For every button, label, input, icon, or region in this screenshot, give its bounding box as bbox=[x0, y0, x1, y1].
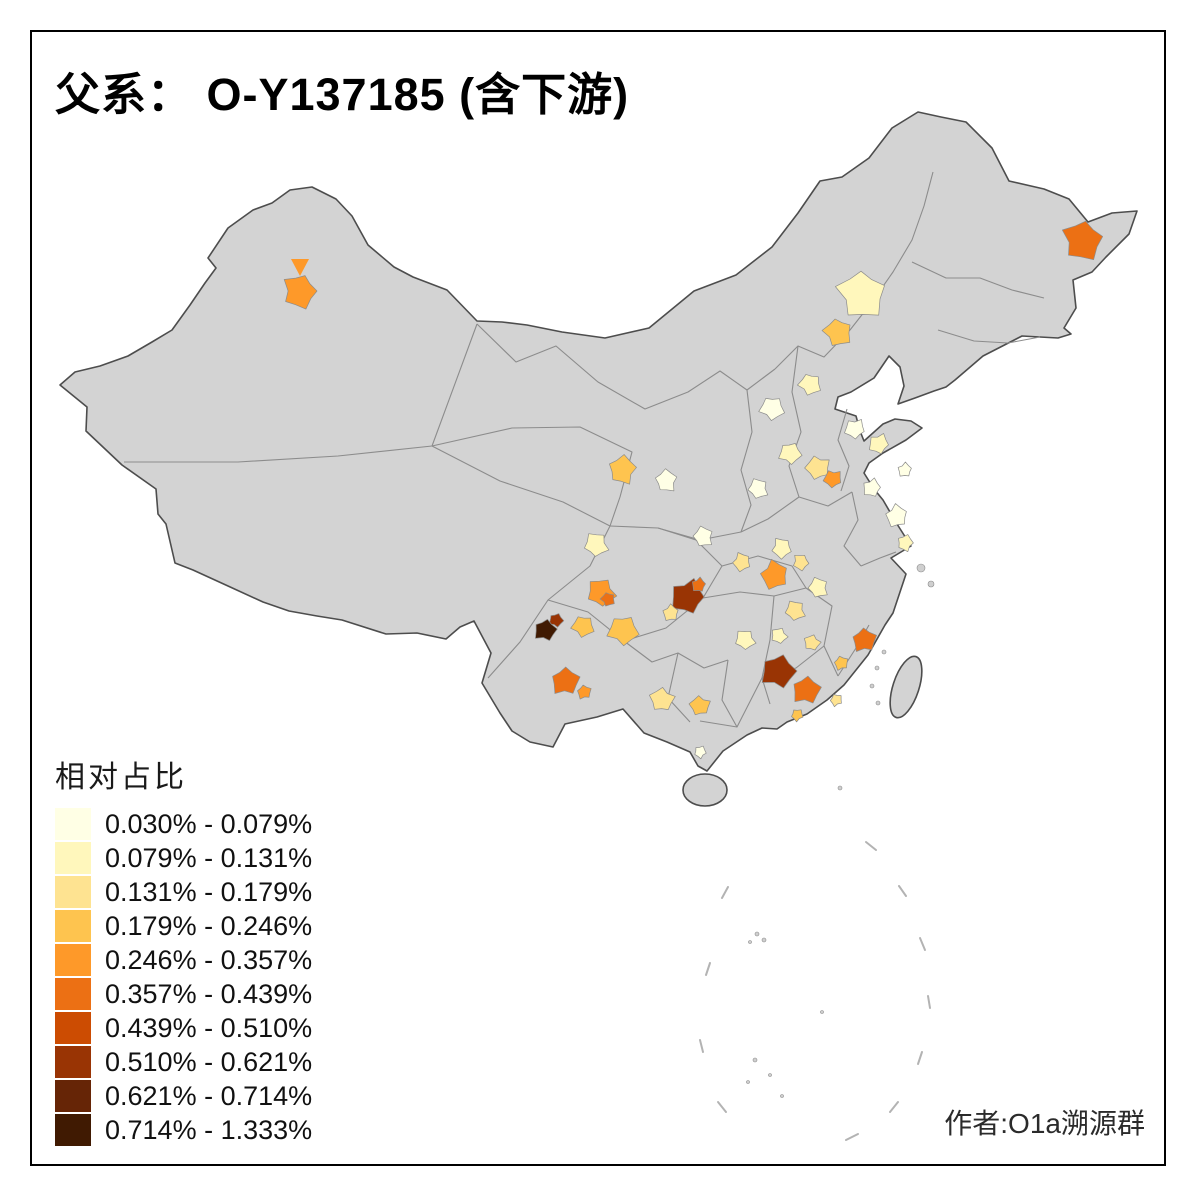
legend-swatch bbox=[55, 944, 91, 976]
map-region bbox=[898, 534, 914, 553]
legend-items: 0.030% - 0.079% 0.079% - 0.131% 0.131% -… bbox=[55, 808, 312, 1146]
legend-range-label: 0.030% - 0.079% bbox=[105, 808, 313, 839]
sea-boundary-dashes bbox=[699, 841, 931, 1141]
map-region bbox=[771, 627, 789, 644]
legend-range-label: 0.131% - 0.179% bbox=[105, 876, 313, 907]
map-region bbox=[852, 627, 877, 652]
map-region bbox=[735, 630, 757, 650]
map-region bbox=[694, 745, 707, 760]
legend-swatch bbox=[55, 978, 91, 1010]
map-region bbox=[822, 470, 842, 489]
legend-row: 0.357% - 0.439% bbox=[55, 978, 312, 1010]
legend-range-label: 0.510% - 0.621% bbox=[105, 1046, 313, 1077]
legend-row: 0.510% - 0.621% bbox=[55, 1046, 312, 1078]
map-region bbox=[584, 533, 610, 557]
legend: 相对占比 0.030% - 0.079% 0.079% - 0.131% 0.1… bbox=[55, 752, 312, 1148]
map-region bbox=[771, 538, 792, 560]
legend-swatch bbox=[55, 1012, 91, 1044]
map-region bbox=[807, 576, 828, 598]
plot-title: 父系： O-Y137185 (含下游) bbox=[55, 69, 630, 120]
legend-row: 0.621% - 0.714% bbox=[55, 1080, 312, 1112]
legend-swatch bbox=[55, 910, 91, 942]
map-region bbox=[606, 617, 640, 647]
hainan-island bbox=[682, 773, 728, 807]
map-region bbox=[732, 552, 751, 573]
map-region bbox=[829, 694, 842, 708]
map-region bbox=[609, 454, 637, 485]
legend-row: 0.030% - 0.079% bbox=[55, 808, 312, 840]
legend-swatch bbox=[55, 1114, 91, 1146]
map-region bbox=[688, 695, 711, 716]
map-region bbox=[834, 655, 849, 671]
map-region-marker bbox=[291, 259, 309, 276]
taiwan-island bbox=[889, 655, 923, 719]
map-region bbox=[692, 525, 713, 547]
legend-title: 相对占比 bbox=[55, 761, 187, 794]
map-region bbox=[649, 687, 676, 710]
map-region bbox=[761, 654, 798, 689]
legend-row: 0.079% - 0.131% bbox=[55, 842, 312, 874]
legend-row: 0.714% - 1.333% bbox=[55, 1114, 312, 1146]
legend-range-label: 0.439% - 0.510% bbox=[105, 1012, 313, 1043]
legend-row: 0.439% - 0.510% bbox=[55, 1012, 312, 1044]
map-region bbox=[535, 618, 558, 641]
legend-range-label: 0.079% - 0.131% bbox=[105, 842, 313, 873]
legend-range-label: 0.621% - 0.714% bbox=[105, 1080, 313, 1111]
map-region bbox=[797, 374, 821, 396]
map-region bbox=[662, 603, 679, 621]
legend-swatch bbox=[55, 876, 91, 908]
map-region bbox=[1061, 220, 1104, 261]
map-region bbox=[577, 684, 592, 700]
map-region bbox=[599, 592, 615, 607]
map-region bbox=[803, 634, 822, 651]
map-region bbox=[835, 270, 885, 316]
map-region bbox=[897, 461, 912, 477]
map-region bbox=[692, 576, 706, 592]
legend-swatch bbox=[55, 808, 91, 840]
legend-swatch bbox=[55, 1080, 91, 1112]
map-region bbox=[784, 600, 806, 621]
map-region bbox=[758, 398, 785, 421]
map-region bbox=[283, 275, 318, 310]
map-region bbox=[791, 709, 804, 723]
attribution: 作者:O1a溯源群 bbox=[944, 1108, 1145, 1139]
legend-swatch bbox=[55, 1046, 91, 1078]
legend-swatch bbox=[55, 842, 91, 874]
map-region bbox=[760, 558, 787, 590]
map-region bbox=[778, 443, 803, 465]
mainland-outline bbox=[59, 111, 1138, 772]
map-region bbox=[821, 318, 851, 346]
map-region bbox=[747, 478, 769, 499]
map-region bbox=[552, 666, 581, 694]
legend-range-label: 0.357% - 0.439% bbox=[105, 978, 313, 1009]
map-region bbox=[863, 477, 881, 497]
legend-row: 0.179% - 0.246% bbox=[55, 910, 312, 942]
map-region bbox=[655, 468, 678, 492]
map-region bbox=[844, 419, 865, 440]
legend-range-label: 0.246% - 0.357% bbox=[105, 944, 313, 975]
map-region bbox=[570, 616, 595, 638]
colored-regions bbox=[283, 220, 1104, 760]
legend-range-label: 0.714% - 1.333% bbox=[105, 1114, 313, 1145]
map-region bbox=[869, 433, 889, 455]
map-region bbox=[793, 675, 822, 704]
map-region bbox=[885, 503, 907, 528]
legend-row: 0.131% - 0.179% bbox=[55, 876, 312, 908]
map-region bbox=[793, 554, 810, 572]
small-islands bbox=[746, 563, 935, 1098]
legend-row: 0.246% - 0.357% bbox=[55, 944, 312, 976]
legend-range-label: 0.179% - 0.246% bbox=[105, 910, 313, 941]
map-region bbox=[804, 455, 830, 480]
